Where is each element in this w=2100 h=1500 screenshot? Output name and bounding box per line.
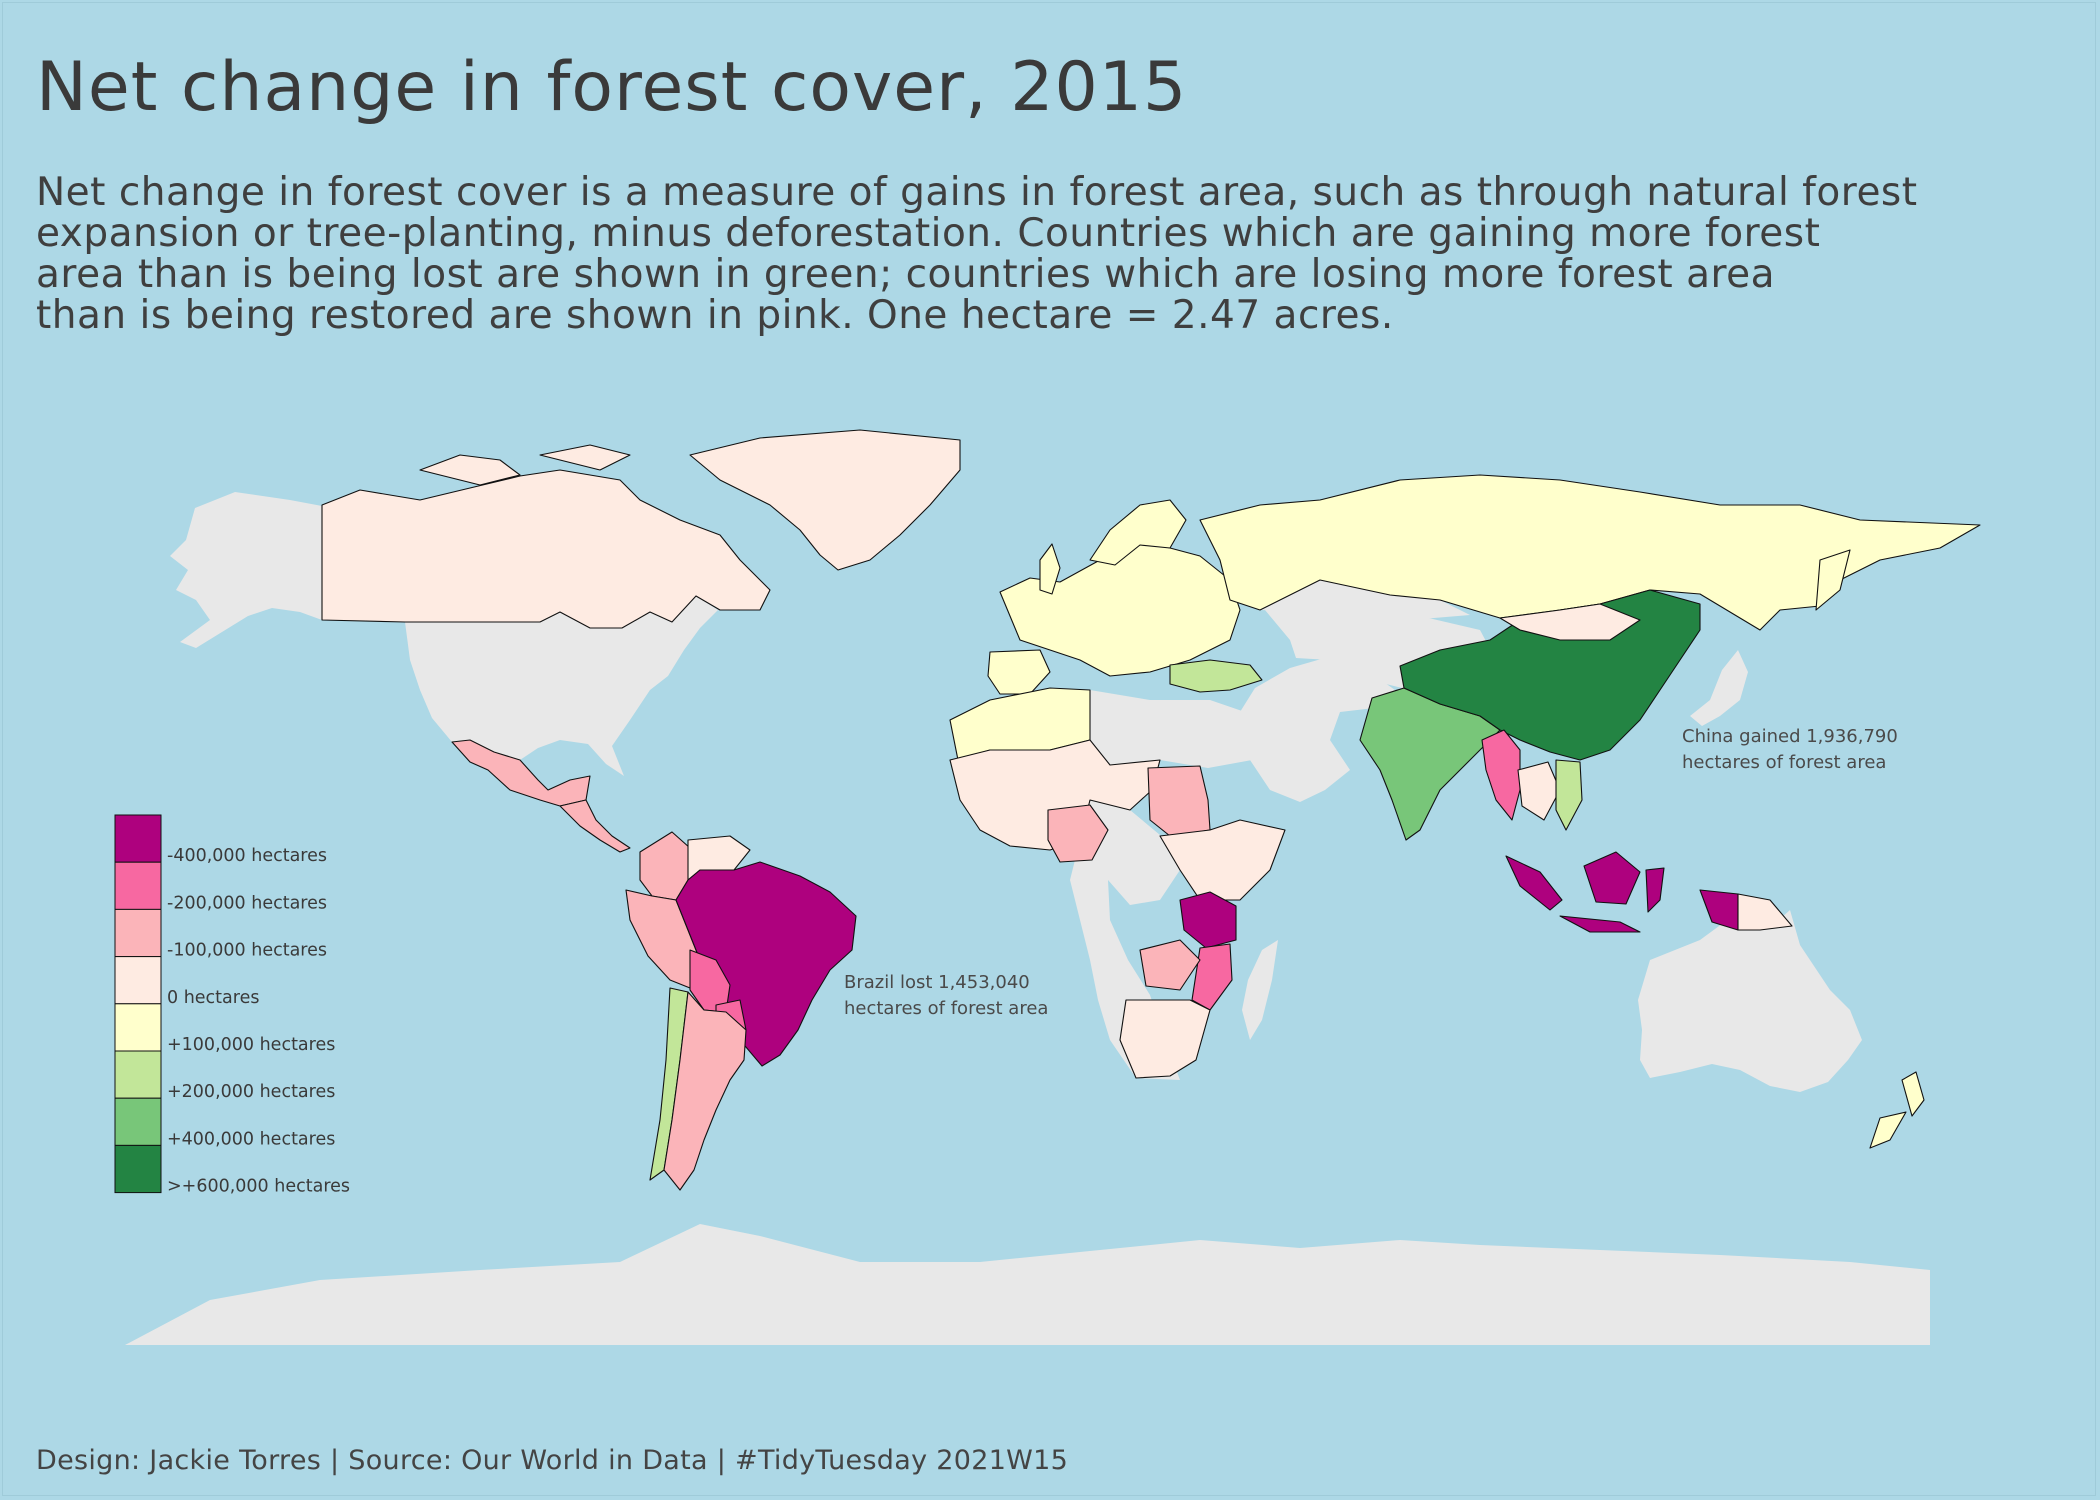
country-turkey bbox=[1169, 659, 1263, 693]
legend-label: 0 hectares bbox=[167, 988, 259, 1008]
country-mongolia bbox=[1499, 603, 1641, 641]
legend-swatch bbox=[114, 1003, 162, 1052]
subtitle-line: Net change in forest cover is a measure … bbox=[36, 170, 1918, 215]
country-sudan bbox=[1147, 765, 1211, 837]
legend-swatch bbox=[114, 1050, 162, 1099]
brazil-annotation-line2: hectares of forest area bbox=[844, 998, 1048, 1019]
legend-label: +400,000 hectares bbox=[167, 1129, 335, 1149]
legend-label: -400,000 hectares bbox=[167, 846, 327, 866]
country-greenland bbox=[689, 429, 961, 571]
country-zambia bbox=[1139, 939, 1201, 991]
map-legend: -400,000 hectares -200,000 hectares -100,0… bbox=[114, 814, 350, 1197]
legend-swatch bbox=[114, 814, 162, 863]
legend-swatch bbox=[114, 861, 162, 910]
brazil-annotation-line1: Brazil lost 1,453,040 bbox=[844, 972, 1030, 993]
legend-label: +100,000 hectares bbox=[167, 1035, 335, 1055]
country-indonesia-java bbox=[1559, 915, 1641, 933]
legend-swatch bbox=[114, 956, 162, 1005]
annotations: China gained 1,936,790 hectares of fores… bbox=[844, 726, 1898, 1019]
country-myanmar bbox=[1481, 729, 1521, 821]
region-kazakhstan bbox=[1260, 580, 1470, 620]
legend-label: +200,000 hectares bbox=[167, 1082, 335, 1102]
country-nigeria bbox=[1047, 804, 1109, 863]
map-caption: Design: Jackie Torres | Source: Our Worl… bbox=[36, 1445, 1069, 1476]
subtitle-line: than is being restored are shown in pink… bbox=[36, 293, 1394, 338]
country-mozambique bbox=[1191, 943, 1233, 1011]
country-russia bbox=[1199, 474, 1981, 631]
legend-label: >+600,000 hectares bbox=[167, 1177, 350, 1197]
country-madagascar bbox=[1242, 940, 1278, 1040]
legend-swatch bbox=[114, 1097, 162, 1146]
country-indonesia-sumatra bbox=[1505, 855, 1563, 911]
country-indonesia-papua bbox=[1699, 889, 1739, 931]
country-tanzania bbox=[1179, 891, 1237, 949]
map-title: Net change in forest cover, 2015 bbox=[36, 48, 1188, 127]
country-papua-new-guinea bbox=[1737, 893, 1793, 931]
country-central-america bbox=[559, 799, 631, 853]
subtitle-line: expansion or tree-planting, minus defore… bbox=[36, 211, 1821, 256]
country-mexico bbox=[451, 739, 591, 807]
country-new-zealand bbox=[1869, 1111, 1907, 1149]
legend-label: -100,000 hectares bbox=[167, 941, 327, 961]
china-annotation-line2: hectares of forest area bbox=[1682, 752, 1886, 773]
country-alaska bbox=[170, 492, 322, 648]
subtitle-line: area than is being lost are shown in gre… bbox=[36, 252, 1776, 297]
country-japan bbox=[1690, 650, 1748, 726]
legend-swatch bbox=[114, 908, 162, 958]
legend-swatch bbox=[114, 1144, 162, 1194]
countries-with-data bbox=[321, 429, 1981, 1191]
map-subtitle: Net change in forest cover is a measure … bbox=[36, 172, 1996, 336]
country-uk bbox=[1039, 543, 1061, 595]
region-scandinavia bbox=[1089, 499, 1187, 566]
country-canada-islands bbox=[539, 444, 631, 471]
region-middle-east bbox=[1230, 655, 1400, 802]
region-east-africa bbox=[1159, 819, 1286, 901]
country-usa bbox=[405, 596, 718, 776]
country-thailand bbox=[1517, 761, 1561, 821]
legend-label: -200,000 hectares bbox=[167, 893, 327, 913]
antarctica bbox=[125, 1224, 1930, 1345]
country-vietnam bbox=[1555, 759, 1583, 831]
country-australia bbox=[1638, 910, 1862, 1092]
region-west-africa bbox=[949, 739, 1161, 851]
country-canada-islands bbox=[419, 454, 521, 486]
country-spain bbox=[987, 649, 1051, 695]
region-europe bbox=[999, 539, 1241, 677]
country-new-zealand bbox=[1901, 1071, 1925, 1117]
country-indonesia-sulawesi bbox=[1645, 867, 1665, 913]
region-north-africa-nodata bbox=[1090, 690, 1252, 768]
country-argentina bbox=[663, 991, 747, 1191]
china-annotation-line1: China gained 1,936,790 bbox=[1682, 726, 1898, 747]
country-canada bbox=[321, 469, 771, 629]
country-indonesia-borneo bbox=[1583, 851, 1641, 905]
country-russia-kamchatka bbox=[1815, 549, 1851, 611]
region-south-africa bbox=[1119, 999, 1211, 1079]
